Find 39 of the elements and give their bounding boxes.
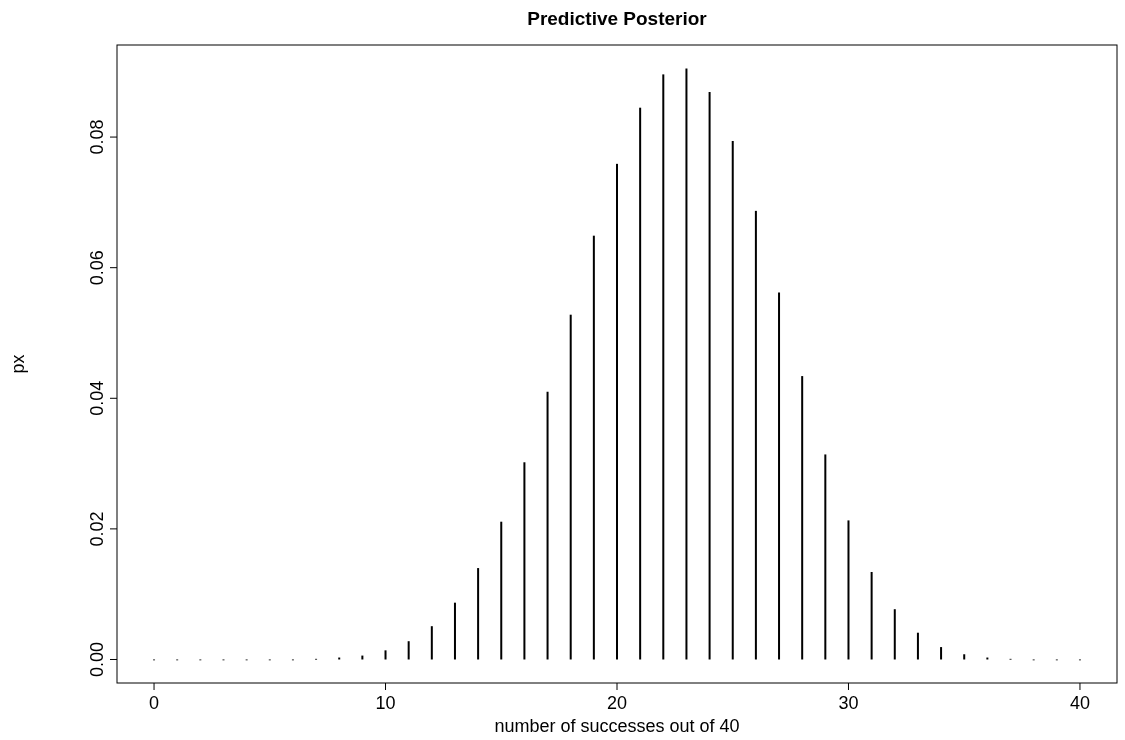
- bar: [778, 292, 781, 660]
- bar: [870, 571, 873, 660]
- bar: [523, 462, 526, 660]
- bar: [731, 140, 734, 660]
- y-tick-label: 0.00: [87, 641, 107, 678]
- bar: [754, 210, 757, 660]
- x-tick-label: 30: [838, 693, 859, 713]
- chart-title: Predictive Posterior: [527, 8, 708, 29]
- bar: [963, 654, 966, 660]
- bar: [569, 314, 572, 660]
- bar: [801, 376, 804, 660]
- bar: [453, 602, 456, 660]
- bar: [662, 74, 665, 660]
- bar: [708, 92, 711, 660]
- bar: [407, 641, 410, 660]
- bar: [616, 163, 618, 660]
- bar: [592, 235, 595, 660]
- x-tick-label: 10: [375, 693, 396, 713]
- x-tick-label: 0: [149, 693, 160, 713]
- x-tick-label: 20: [606, 693, 628, 713]
- bar: [940, 647, 943, 660]
- bar: [824, 454, 827, 660]
- y-tick-label: 0.04: [87, 380, 107, 416]
- bar: [546, 391, 549, 660]
- y-tick-label: 0.06: [87, 250, 107, 286]
- x-axis-title: number of successes out of 40: [494, 716, 740, 736]
- bar: [847, 520, 850, 660]
- bar: [384, 650, 387, 660]
- x-tick-label: 40: [1069, 693, 1090, 713]
- bar: [639, 107, 642, 660]
- bar: [500, 521, 503, 660]
- bar: [430, 626, 433, 660]
- y-tick-label: 0.02: [87, 511, 107, 547]
- y-axis-title: px: [8, 354, 28, 374]
- bar: [685, 68, 688, 660]
- bar: [916, 632, 919, 660]
- bar: [893, 609, 896, 660]
- bar: [477, 568, 480, 660]
- y-tick-label: 0.08: [87, 119, 107, 155]
